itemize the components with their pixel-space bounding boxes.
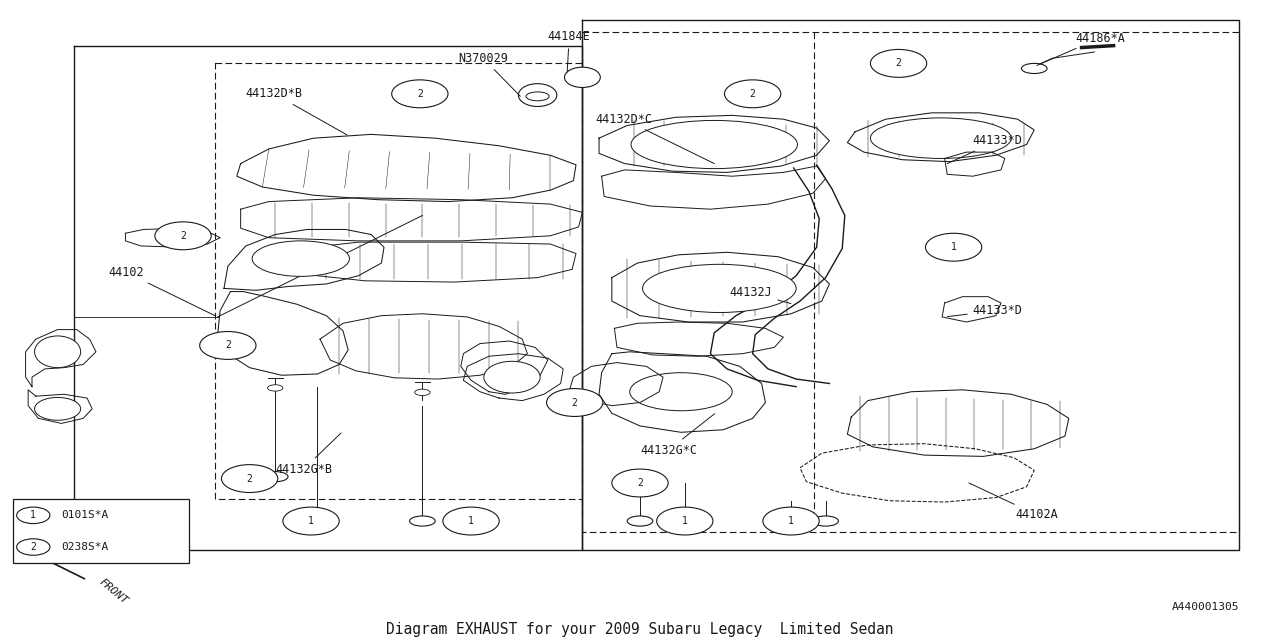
Circle shape [443, 507, 499, 535]
Text: 1: 1 [31, 510, 36, 520]
Ellipse shape [411, 90, 434, 99]
Ellipse shape [887, 60, 910, 69]
Circle shape [925, 233, 982, 261]
Ellipse shape [262, 472, 288, 482]
Circle shape [763, 507, 819, 535]
Text: 44132D*C: 44132D*C [595, 113, 714, 164]
Circle shape [17, 507, 50, 524]
Text: 44186*A: 44186*A [1037, 31, 1125, 65]
Ellipse shape [410, 516, 435, 526]
Text: 44132G*B: 44132G*B [275, 433, 340, 476]
Circle shape [870, 49, 927, 77]
Ellipse shape [631, 120, 797, 168]
Text: 44133*D: 44133*D [947, 134, 1023, 164]
Circle shape [283, 507, 339, 535]
Ellipse shape [870, 118, 1011, 159]
Text: 2: 2 [31, 542, 36, 552]
Text: 2: 2 [225, 340, 230, 351]
Circle shape [200, 332, 256, 360]
Circle shape [547, 388, 603, 417]
Ellipse shape [268, 385, 283, 391]
Ellipse shape [643, 264, 796, 312]
Text: 0238S*A: 0238S*A [61, 542, 109, 552]
Text: 44102A: 44102A [969, 483, 1057, 521]
Text: 2: 2 [417, 89, 422, 99]
Text: FRONT: FRONT [97, 577, 129, 606]
Ellipse shape [518, 84, 557, 106]
Text: 2: 2 [896, 58, 901, 68]
Ellipse shape [484, 362, 540, 393]
Text: 44132D*B: 44132D*B [246, 87, 347, 135]
Text: 1: 1 [682, 516, 687, 526]
Ellipse shape [252, 241, 349, 276]
Ellipse shape [415, 389, 430, 396]
Text: 1: 1 [788, 516, 794, 526]
Text: 2: 2 [180, 231, 186, 241]
Text: 44132J: 44132J [730, 286, 791, 303]
Text: 0101S*A: 0101S*A [61, 510, 109, 520]
Text: A440001305: A440001305 [1171, 602, 1239, 612]
Text: 2: 2 [247, 474, 252, 484]
Text: 1: 1 [951, 242, 956, 252]
Ellipse shape [564, 67, 600, 88]
Ellipse shape [627, 516, 653, 526]
Ellipse shape [35, 336, 81, 367]
Text: 2: 2 [572, 397, 577, 408]
Text: 1: 1 [308, 516, 314, 526]
Text: 44102: 44102 [109, 266, 215, 316]
Circle shape [392, 80, 448, 108]
Ellipse shape [741, 91, 764, 99]
Ellipse shape [672, 516, 698, 526]
Circle shape [17, 539, 50, 556]
Ellipse shape [174, 233, 197, 242]
Ellipse shape [630, 372, 732, 411]
Circle shape [155, 222, 211, 250]
Circle shape [657, 507, 713, 535]
Text: N370029: N370029 [458, 52, 520, 96]
Text: 44133*D: 44133*D [947, 304, 1023, 317]
Ellipse shape [938, 244, 961, 253]
Text: 2: 2 [750, 89, 755, 99]
Text: 2: 2 [637, 478, 643, 488]
Ellipse shape [778, 516, 804, 526]
Circle shape [612, 469, 668, 497]
Text: 44132G*C: 44132G*C [640, 413, 714, 456]
Circle shape [724, 80, 781, 108]
Text: 1: 1 [468, 516, 474, 526]
Ellipse shape [219, 343, 242, 352]
Circle shape [221, 465, 278, 493]
Ellipse shape [305, 516, 330, 526]
Ellipse shape [813, 516, 838, 526]
Bar [13, 499, 189, 563]
Ellipse shape [526, 92, 549, 100]
Ellipse shape [35, 397, 81, 420]
Text: 44184E: 44184E [548, 30, 590, 72]
Text: Diagram EXHAUST for your 2009 Subaru Legacy  Limited Sedan: Diagram EXHAUST for your 2009 Subaru Leg… [387, 623, 893, 637]
Ellipse shape [1021, 63, 1047, 74]
Ellipse shape [564, 400, 588, 409]
